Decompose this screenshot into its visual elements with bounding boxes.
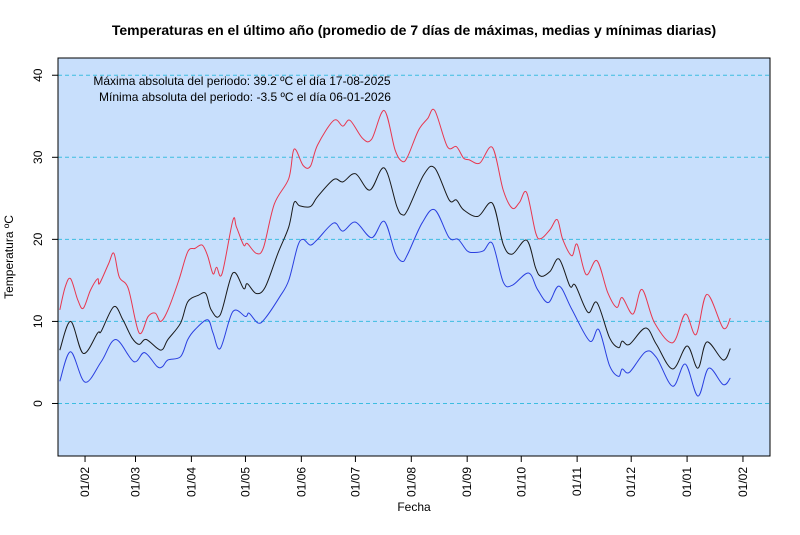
x-tick-label: 01/02 <box>78 467 92 497</box>
x-tick-label: 01/09 <box>460 467 474 497</box>
x-tick-label: 01/08 <box>404 467 418 497</box>
x-tick-label: 01/12 <box>624 467 638 497</box>
series-line-min <box>59 208 731 397</box>
x-tick-label: 01/05 <box>238 467 252 497</box>
y-tick-label: 10 <box>31 314 45 328</box>
y-tick-label: 40 <box>31 68 45 82</box>
plot-frame <box>57 57 771 457</box>
x-tick-label: 01/06 <box>294 467 308 497</box>
chart-title: Temperaturas en el último año (promedio … <box>112 22 716 38</box>
annotation-max: Máxima absoluta del periodo: 39.2 ºC el … <box>93 74 391 88</box>
series-line-mean <box>59 165 731 370</box>
x-tick-label: 01/07 <box>348 467 362 497</box>
x-tick-label: 01/03 <box>129 467 143 497</box>
x-tick-label: 01/11 <box>570 467 584 496</box>
y-axis-label: Temperatura ºC <box>2 215 16 299</box>
annotation-min: Mínima absoluta del periodo: -3.5 ºC el … <box>99 90 391 104</box>
x-axis-label: Fecha <box>397 500 431 514</box>
y-tick-label: 20 <box>31 232 45 246</box>
y-tick-label: 30 <box>31 150 45 164</box>
plot-area <box>58 58 770 456</box>
x-tick-label: 01/10 <box>514 467 528 497</box>
x-tick-label: 01/02 <box>736 467 750 497</box>
x-tick-label: 01/01 <box>680 467 694 497</box>
series-line-max <box>59 108 731 344</box>
x-tick-label: 01/04 <box>184 467 198 497</box>
y-tick-label: 0 <box>31 400 45 407</box>
